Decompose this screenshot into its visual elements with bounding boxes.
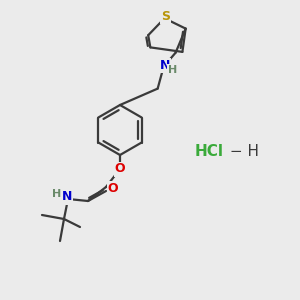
Text: N: N — [160, 59, 170, 72]
Text: HCl: HCl — [195, 145, 224, 160]
Text: − H: − H — [225, 145, 259, 160]
Text: H: H — [168, 64, 177, 75]
Text: N: N — [62, 190, 72, 203]
Text: O: O — [108, 182, 118, 194]
Text: O: O — [115, 163, 125, 176]
Text: H: H — [52, 189, 62, 199]
Text: S: S — [161, 10, 170, 23]
